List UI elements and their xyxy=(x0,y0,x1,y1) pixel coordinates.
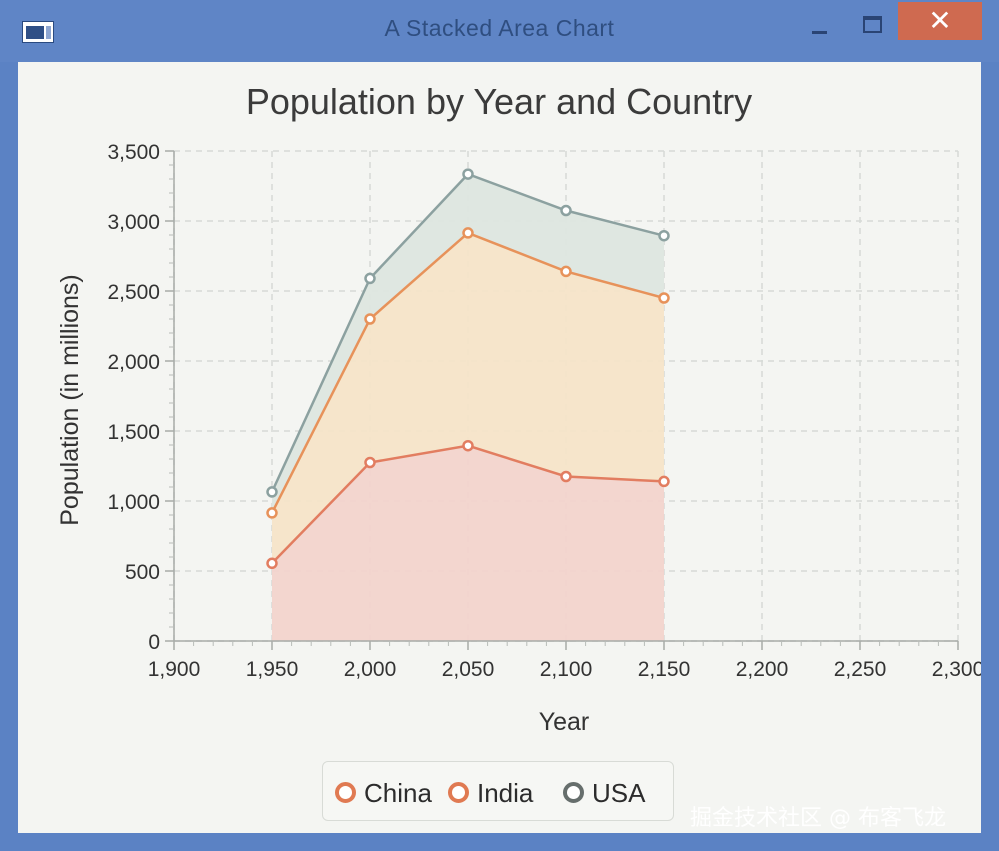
stacked-area-chart: Population by Year and Country Populatio… xyxy=(56,81,981,736)
y-tick-label: 1,500 xyxy=(107,421,160,444)
axes xyxy=(165,150,959,650)
tick-labels: 1,900 1,950 2,000 2,050 2,100 2,150 2,200 2,250… xyxy=(107,141,981,681)
point-china[interactable] xyxy=(462,439,474,452)
area-usa xyxy=(272,174,664,513)
legend-marker-india xyxy=(448,782,469,803)
x-tick-label: 1,950 xyxy=(246,658,299,681)
y-tick-label: 3,500 xyxy=(107,141,160,164)
point-china[interactable] xyxy=(658,475,670,488)
x-tick-label: 2,150 xyxy=(638,658,691,681)
area-china xyxy=(272,445,664,641)
point-india[interactable] xyxy=(266,507,278,519)
y-tick-label: 2,000 xyxy=(107,351,160,374)
legend-marker-china xyxy=(335,782,356,803)
legend-item-usa[interactable]: USA xyxy=(563,778,645,808)
y-axis-label: Population (in millions) xyxy=(56,274,84,526)
y-tick-label: 0 xyxy=(148,631,160,654)
chart-legend: China India USA xyxy=(322,761,674,821)
legend-item-india[interactable]: India xyxy=(448,778,533,808)
y-tick-label: 3,000 xyxy=(107,211,160,234)
y-tick-label: 500 xyxy=(125,561,160,584)
point-india[interactable] xyxy=(364,313,376,325)
legend-label-india: India xyxy=(477,778,534,808)
x-tick-label: 2,000 xyxy=(344,658,397,681)
data-points xyxy=(266,168,670,570)
app-window-icon[interactable] xyxy=(22,21,54,43)
chart-panel: Population by Year and Country Populatio… xyxy=(18,62,981,833)
close-button[interactable]: ✕ xyxy=(898,2,982,40)
y-tick-label: 1,000 xyxy=(107,491,160,514)
x-axis-label: Year xyxy=(539,708,590,736)
point-china[interactable] xyxy=(364,456,376,469)
chart-title: Population by Year and Country xyxy=(246,81,752,122)
point-usa[interactable] xyxy=(364,272,376,285)
point-usa[interactable] xyxy=(560,204,572,217)
window-title: A Stacked Area Chart xyxy=(384,15,615,41)
point-india[interactable] xyxy=(462,227,474,239)
legend-label-usa: USA xyxy=(592,778,646,808)
y-tick-label: 2,500 xyxy=(107,281,160,304)
area-india xyxy=(272,232,664,564)
x-tick-label: 1,900 xyxy=(148,658,201,681)
x-tick-label: 2,050 xyxy=(442,658,495,681)
title-bar[interactable]: A Stacked Area Chart ✕ xyxy=(0,0,999,62)
minimize-button[interactable] xyxy=(800,12,840,48)
legend-label-china: China xyxy=(364,778,432,808)
point-china[interactable] xyxy=(266,557,278,570)
point-china[interactable] xyxy=(560,470,572,483)
point-usa[interactable] xyxy=(462,168,474,180)
point-usa[interactable] xyxy=(658,229,670,242)
watermark-text: 掘金技术社区 @ 布客飞龙 xyxy=(690,806,946,831)
area-fills xyxy=(272,174,664,641)
point-usa[interactable] xyxy=(266,486,278,498)
point-india[interactable] xyxy=(658,292,670,304)
legend-marker-usa xyxy=(563,782,584,803)
point-india[interactable] xyxy=(560,265,572,278)
maximize-button[interactable] xyxy=(852,10,892,46)
x-tick-label: 2,100 xyxy=(540,658,593,681)
legend-item-china[interactable]: China xyxy=(335,778,432,808)
x-tick-label: 2,200 xyxy=(736,658,789,681)
x-tick-label: 2,300 xyxy=(932,658,981,681)
x-tick-label: 2,250 xyxy=(834,658,887,681)
